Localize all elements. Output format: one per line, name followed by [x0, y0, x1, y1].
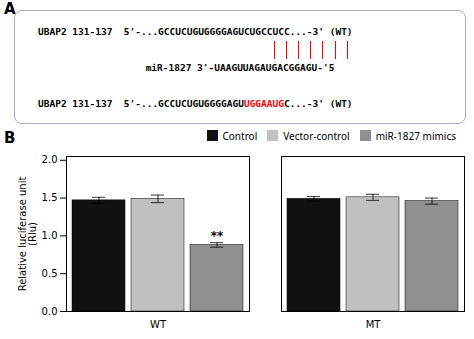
html-text:UBAP2 131-137 5'-...GCCUCUGUGG: UBAP2 131-137 5'-...GCCUCUGUGGGGAGUCUGCC… [38, 26, 353, 37]
html-text:miR-1827 mimics: miR-1827 mimics [375, 128, 456, 143]
svg-text:1.5: 1.5 [42, 192, 58, 203]
html-text:UBAP2 131-137 5'-...GCCUCUGUGG: UBAP2 131-137 5'-...GCCUCUGUGGGGAGU UGGA… [38, 98, 353, 109]
svg-text:**: ** [211, 229, 224, 243]
svg-text:MT: MT [366, 319, 382, 330]
svg-text:1.0: 1.0 [42, 230, 58, 241]
svg-text:WT: WT [150, 319, 167, 330]
svg-text:0.0: 0.0 [42, 306, 58, 317]
svg-text:2.0: 2.0 [42, 154, 58, 165]
html-text:Vector-control: Vector-control [283, 128, 350, 143]
html-text:B: B [4, 129, 16, 147]
svg-text:Relative luciferase unit(Rlu): Relative luciferase unit(Rlu) [17, 177, 38, 292]
html-text:A: A [4, 0, 16, 18]
svg-text:0.5: 0.5 [42, 268, 58, 279]
html-text:miR-1827 3'-UAAGUUAGAUGACGGAGU: miR-1827 3'-UAAGUUAGAUGACGGAGU-'5 [145, 62, 335, 73]
html-text:Control: Control [222, 128, 258, 143]
